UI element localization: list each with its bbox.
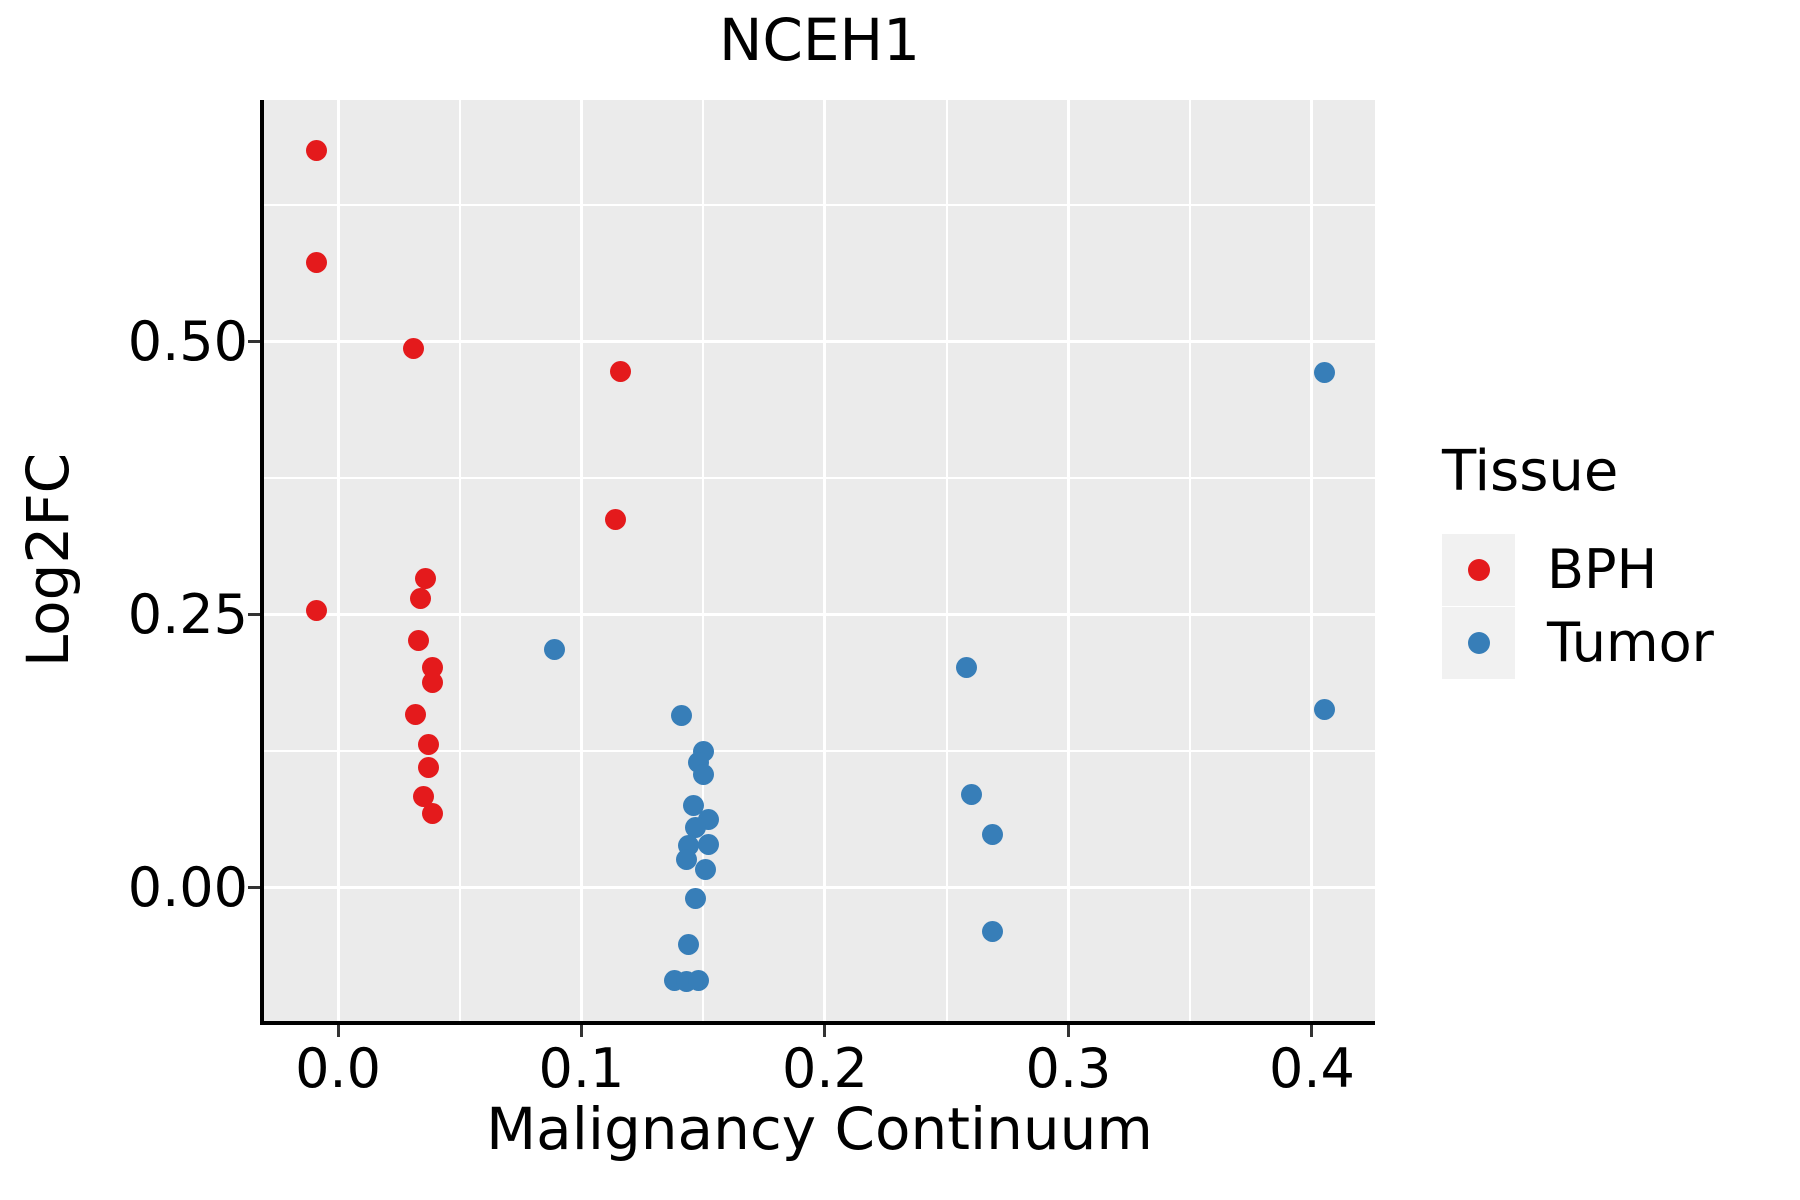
data-point-tumor bbox=[544, 639, 566, 661]
legend-key-bph bbox=[1442, 534, 1515, 606]
data-point-bph bbox=[402, 338, 424, 360]
data-point-tumor bbox=[687, 970, 709, 992]
data-point-tumor bbox=[960, 783, 982, 805]
legend-label-tumor: Tumor bbox=[1547, 611, 1714, 674]
data-point-bph bbox=[407, 629, 429, 651]
legend-label-bph: BPH bbox=[1547, 538, 1658, 601]
gridline-major-vertical bbox=[1310, 100, 1314, 1021]
gridline-major-vertical bbox=[336, 100, 340, 1021]
gridline-minor-vertical bbox=[702, 100, 705, 1021]
x-tick-mark bbox=[336, 1025, 340, 1037]
gridline-major-vertical bbox=[823, 100, 827, 1021]
legend: Tissue BPH Tumor bbox=[1442, 440, 1714, 680]
x-tick-label: 0.1 bbox=[538, 1037, 625, 1100]
data-point-bph bbox=[305, 600, 327, 622]
gridline-minor-vertical bbox=[945, 100, 948, 1021]
data-point-bph bbox=[417, 757, 439, 779]
data-point-bph bbox=[410, 588, 432, 610]
bph-dot-icon bbox=[1467, 559, 1490, 581]
data-point-tumor bbox=[670, 704, 692, 726]
data-point-tumor bbox=[1313, 362, 1335, 384]
data-point-tumor bbox=[982, 921, 1004, 943]
data-point-bph bbox=[609, 360, 631, 382]
gridline-minor-horizontal bbox=[264, 750, 1375, 753]
x-tick-label: 0.2 bbox=[782, 1037, 868, 1100]
data-point-bph bbox=[422, 672, 444, 694]
x-tick-label: 0.4 bbox=[1268, 1037, 1355, 1100]
data-point-tumor bbox=[685, 817, 707, 839]
data-point-bph bbox=[422, 803, 444, 825]
data-point-bph bbox=[405, 703, 427, 725]
x-tick-mark bbox=[579, 1025, 583, 1037]
tumor-dot-icon bbox=[1467, 632, 1490, 654]
gridline-minor-vertical bbox=[1189, 100, 1192, 1021]
x-tick-mark bbox=[1310, 1025, 1314, 1037]
x-tick-mark bbox=[1066, 1025, 1070, 1037]
data-point-tumor bbox=[692, 763, 714, 785]
data-point-tumor bbox=[675, 849, 697, 871]
data-point-bph bbox=[305, 251, 327, 273]
gridline-major-horizontal bbox=[264, 613, 1375, 617]
data-point-tumor bbox=[697, 833, 719, 855]
gridline-minor-horizontal bbox=[264, 477, 1375, 480]
y-tick-label: 0.50 bbox=[127, 309, 248, 373]
y-tick-label: 0.25 bbox=[127, 582, 248, 646]
x-axis-title: Malignancy Continuum bbox=[486, 1095, 1153, 1163]
gridline-major-vertical bbox=[1066, 100, 1070, 1021]
plot-panel bbox=[264, 100, 1375, 1021]
y-axis-line bbox=[260, 100, 264, 1025]
data-point-tumor bbox=[695, 858, 717, 880]
x-axis-line bbox=[260, 1021, 1375, 1025]
data-point-bph bbox=[415, 568, 437, 590]
x-tick-label: 0.3 bbox=[1025, 1037, 1112, 1100]
data-point-tumor bbox=[682, 794, 704, 816]
y-tick-label: 0.00 bbox=[127, 855, 248, 919]
gridline-major-horizontal bbox=[264, 886, 1375, 890]
data-point-tumor bbox=[685, 888, 707, 910]
data-point-bph bbox=[305, 140, 327, 162]
data-point-bph bbox=[605, 509, 627, 531]
legend-item-bph: BPH bbox=[1442, 534, 1714, 606]
data-point-tumor bbox=[982, 823, 1004, 845]
plot-title: NCEH1 bbox=[718, 6, 921, 74]
gridline-major-vertical bbox=[579, 100, 583, 1021]
data-point-tumor bbox=[1313, 699, 1335, 721]
x-tick-mark bbox=[823, 1025, 827, 1037]
gridline-minor-horizontal bbox=[264, 204, 1375, 207]
legend-item-tumor: Tumor bbox=[1442, 607, 1714, 679]
data-point-bph bbox=[412, 785, 434, 807]
data-point-tumor bbox=[955, 656, 977, 678]
gridline-minor-vertical bbox=[458, 100, 461, 1021]
legend-key-tumor bbox=[1442, 607, 1515, 679]
data-point-tumor bbox=[678, 934, 700, 956]
gridline-major-horizontal bbox=[264, 340, 1375, 344]
x-tick-label: 0.0 bbox=[295, 1037, 381, 1100]
y-tick-mark bbox=[248, 886, 260, 890]
data-point-bph bbox=[417, 734, 439, 756]
y-tick-mark bbox=[248, 613, 260, 617]
legend-title: Tissue bbox=[1442, 439, 1619, 504]
y-tick-mark bbox=[248, 340, 260, 344]
